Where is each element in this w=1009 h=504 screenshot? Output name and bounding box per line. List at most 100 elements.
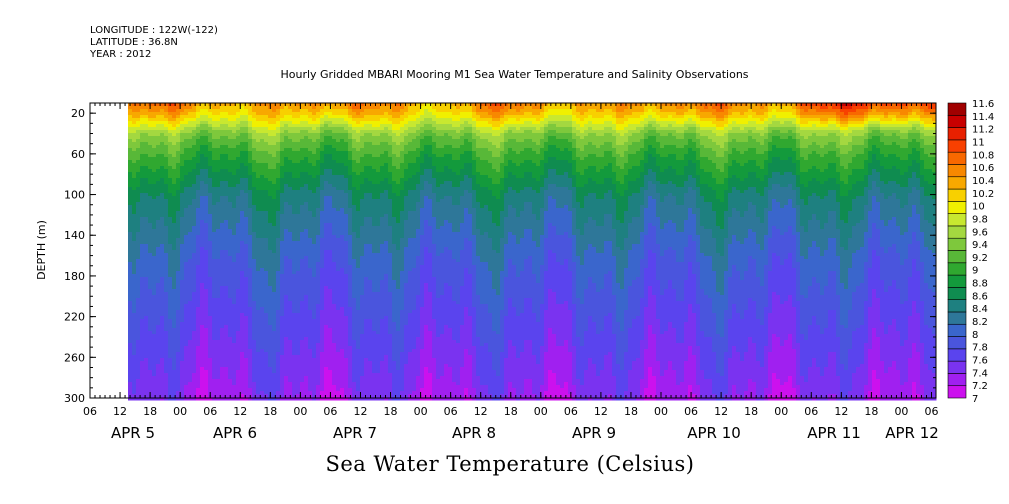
heatmap-cell (296, 316, 301, 320)
heatmap-cell (156, 361, 161, 365)
heatmap-cell (264, 397, 269, 401)
heatmap-cell (228, 226, 233, 230)
heatmap-cell (212, 160, 217, 164)
heatmap-cell (216, 139, 221, 143)
heatmap-cell (180, 373, 185, 377)
heatmap-cell (176, 319, 181, 323)
heatmap-cell (240, 361, 245, 365)
heatmap-cell (128, 265, 133, 269)
heatmap-cell (296, 193, 301, 197)
heatmap-cell (248, 340, 253, 344)
heatmap-cell (180, 181, 185, 185)
heatmap-cell (308, 226, 313, 230)
heatmap-cell (152, 154, 157, 158)
heatmap-cell (244, 340, 249, 344)
heatmap-cell (164, 193, 169, 197)
heatmap-cell (320, 139, 325, 143)
heatmap-cell (180, 175, 185, 179)
heatmap-cell (292, 271, 297, 275)
heatmap-cell (256, 208, 261, 212)
heatmap-cell (248, 166, 253, 170)
heatmap-cell (284, 130, 289, 134)
heatmap-cell (292, 286, 297, 290)
heatmap-cell (256, 232, 261, 236)
heatmap-cell (216, 124, 221, 128)
heatmap-cell (172, 163, 177, 167)
heatmap-cell (200, 265, 205, 269)
heatmap-cell (144, 361, 149, 365)
heatmap-cell (156, 394, 161, 398)
heatmap-cell (144, 148, 149, 152)
heatmap-cell (316, 214, 321, 218)
heatmap-cell (164, 253, 169, 257)
heatmap-cell (136, 331, 141, 335)
heatmap-cell (240, 217, 245, 221)
heatmap-cell (220, 118, 225, 122)
heatmap-cell (244, 241, 249, 245)
heatmap-cell (212, 130, 217, 134)
heatmap-cell (320, 151, 325, 155)
heatmap-cell (292, 358, 297, 362)
heatmap-cell (272, 322, 277, 326)
heatmap-cell (212, 316, 217, 320)
heatmap-cell (188, 286, 193, 290)
heatmap-cell (220, 220, 225, 224)
heatmap-cell (316, 121, 321, 125)
heatmap-cell (164, 388, 169, 392)
heatmap-cell (288, 391, 293, 395)
heatmap-cell (284, 118, 289, 122)
heatmap-cell (272, 340, 277, 344)
heatmap-cell (280, 250, 285, 254)
heatmap-cell (188, 139, 193, 143)
heatmap-cell (152, 229, 157, 233)
heatmap-cell (132, 103, 137, 107)
heatmap-cell (172, 268, 177, 272)
heatmap-cell (244, 349, 249, 353)
heatmap-cell (140, 379, 145, 383)
heatmap-cell (184, 277, 189, 281)
heatmap-cell (264, 172, 269, 176)
heatmap-cell (140, 226, 145, 230)
heatmap-cell (228, 217, 233, 221)
heatmap-cell (244, 265, 249, 269)
heatmap-cell (244, 268, 249, 272)
heatmap-cell (196, 124, 201, 128)
heatmap-cell (236, 133, 241, 137)
heatmap-cell (260, 343, 265, 347)
heatmap-cell (132, 112, 137, 116)
heatmap-cell (324, 394, 329, 398)
heatmap-cell (252, 136, 257, 140)
heatmap-cell (132, 352, 137, 356)
heatmap-cell (272, 187, 277, 191)
heatmap-cell (212, 193, 217, 197)
heatmap-cell (232, 133, 237, 137)
heatmap-cell (188, 277, 193, 281)
heatmap-cell (152, 196, 157, 200)
heatmap-cell (240, 271, 245, 275)
heatmap-cell (284, 151, 289, 155)
heatmap-cell (300, 385, 305, 389)
heatmap-cell (236, 160, 241, 164)
heatmap-cell (164, 256, 169, 260)
heatmap-cell (232, 127, 237, 131)
heatmap-cell (176, 166, 181, 170)
heatmap-cell (296, 376, 301, 380)
heatmap-cell (212, 304, 217, 308)
heatmap-cell (136, 253, 141, 257)
heatmap-cell (232, 145, 237, 149)
heatmap-cell (152, 358, 157, 362)
heatmap-cell (188, 361, 193, 365)
heatmap-cell (276, 328, 281, 332)
heatmap-cell (304, 361, 309, 365)
heatmap-cell (144, 118, 149, 122)
heatmap-cell (224, 169, 229, 173)
heatmap-cell (312, 277, 317, 281)
heatmap-cell (292, 295, 297, 299)
heatmap-cell (268, 385, 273, 389)
heatmap-cell (316, 163, 321, 167)
heatmap-cell (148, 313, 153, 317)
heatmap-cell (296, 157, 301, 161)
heatmap-cell (312, 196, 317, 200)
heatmap-cell (308, 259, 313, 263)
heatmap-cell (200, 214, 205, 218)
